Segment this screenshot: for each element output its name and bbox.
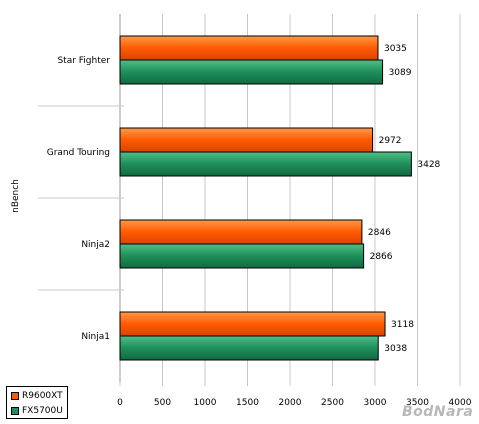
x-tick-label: 1000 xyxy=(194,398,217,408)
legend-swatch-fx5700u xyxy=(11,407,19,415)
legend-label-r9600xt: R9600XT xyxy=(22,391,63,401)
category-label: Grand Touring xyxy=(47,148,110,158)
data-label: 3035 xyxy=(384,44,407,54)
x-tick-label: 1500 xyxy=(236,398,259,408)
category-separators xyxy=(38,105,124,291)
category-label: Ninja2 xyxy=(81,240,110,250)
x-tick-label: 3500 xyxy=(406,398,429,408)
legend-swatch-r9600xt xyxy=(11,392,19,400)
data-label: 2972 xyxy=(379,136,402,146)
bar-fx5700u xyxy=(119,335,379,361)
data-label: 3428 xyxy=(417,160,440,170)
x-tick-label: 4000 xyxy=(449,398,472,408)
labels: 0 500 1000 1500 2000 2500 3000 3500 4000 Star Fig… xyxy=(47,44,472,408)
y-axis-label: nBench xyxy=(11,179,21,213)
x-tick-label: 500 xyxy=(154,398,171,408)
category-label: Star Fighter xyxy=(57,56,110,66)
bar-r9600xt xyxy=(119,127,374,153)
watermark: BodNara xyxy=(402,404,474,420)
category-label: Ninja1 xyxy=(81,332,110,342)
bar-fx5700u xyxy=(119,243,365,269)
data-label: 3118 xyxy=(391,320,414,330)
x-tick-label: 2000 xyxy=(279,398,302,408)
bar-fx5700u xyxy=(119,59,384,85)
bar-r9600xt xyxy=(119,219,363,245)
x-tick-label: 3000 xyxy=(364,398,387,408)
bars xyxy=(119,35,412,361)
bar-fx5700u xyxy=(119,151,412,177)
legend-item-fx5700u: FX5700U xyxy=(11,405,63,417)
x-tick-label: 0 xyxy=(117,398,123,408)
x-tick-label: 2500 xyxy=(321,398,344,408)
data-label: 2866 xyxy=(370,252,393,262)
legend: R9600XT FX5700U xyxy=(6,386,68,419)
data-label: 3038 xyxy=(384,344,407,354)
legend-item-r9600xt: R9600XT xyxy=(11,390,63,402)
data-label: 3089 xyxy=(389,68,412,78)
data-label: 2846 xyxy=(368,228,391,238)
bar-r9600xt xyxy=(119,311,386,337)
bar-r9600xt xyxy=(119,35,379,61)
legend-label-fx5700u: FX5700U xyxy=(22,406,63,416)
